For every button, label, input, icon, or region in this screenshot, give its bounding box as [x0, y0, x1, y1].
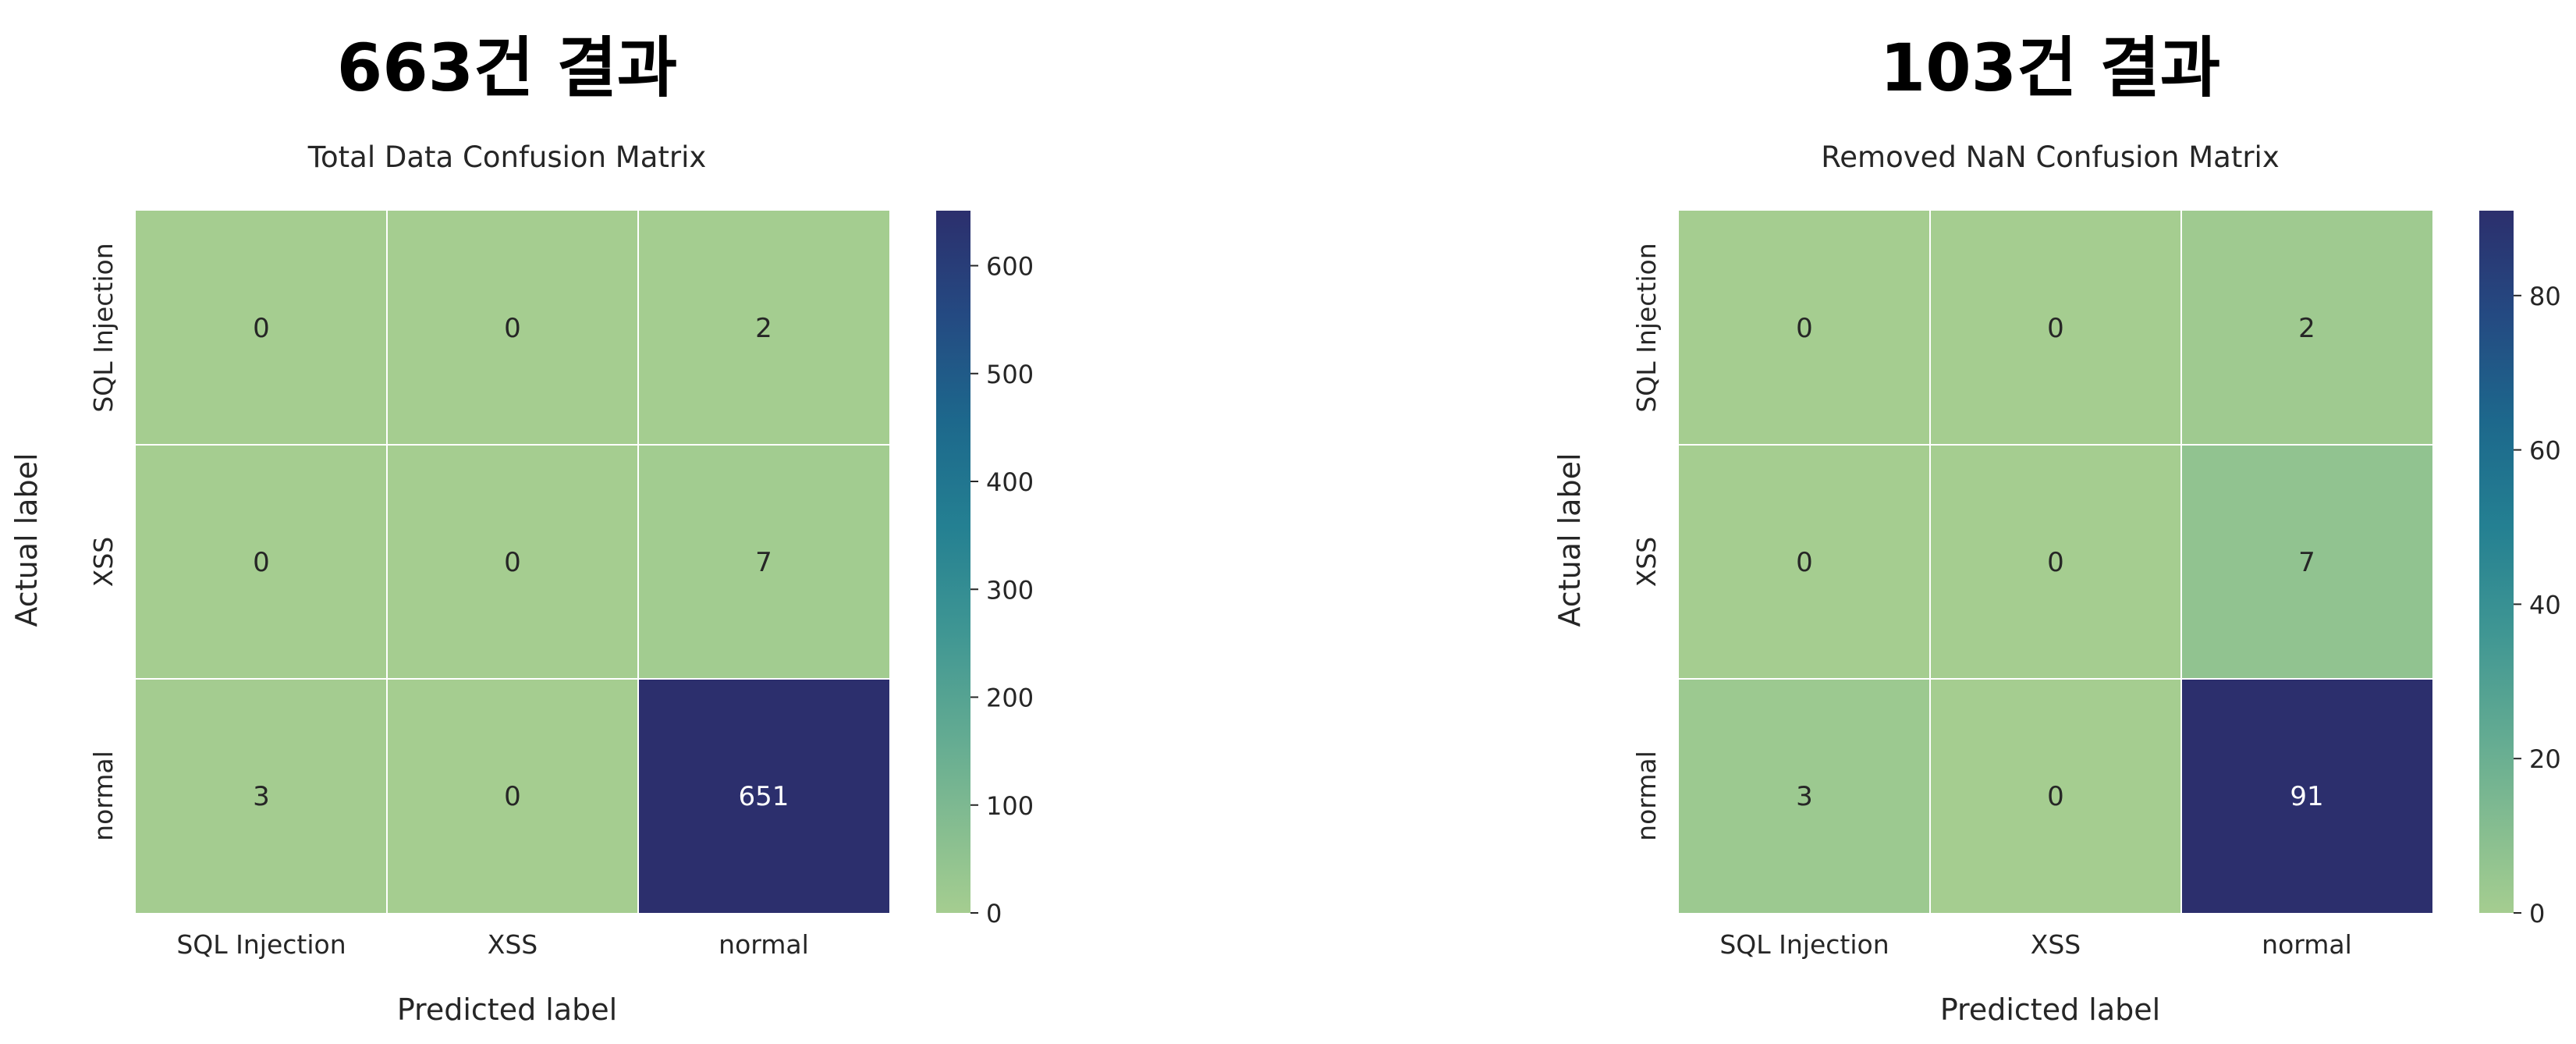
cell-value-label: 0 [253, 313, 270, 344]
chart-title: Removed NaN Confusion Matrix [1821, 140, 2280, 174]
colorbar [2479, 211, 2514, 913]
suptitle: 103건 결과 [1879, 30, 2221, 106]
colorbar-tick-label: 600 [986, 252, 1034, 282]
cell-value-label: 0 [1796, 313, 1813, 344]
x-tick-label: XSS [2031, 929, 2081, 960]
cell-value-label: 7 [2298, 547, 2315, 578]
y-tick-label: XSS [1631, 537, 1662, 588]
chart-title: Total Data Confusion Matrix [307, 140, 707, 174]
colorbar-tick-label: 20 [2529, 744, 2561, 774]
y-axis-label: Actual label [9, 453, 44, 627]
y-tick-label: XSS [88, 537, 119, 588]
x-tick-labels: SQL Injection XSS normal [176, 929, 808, 960]
colorbar-ticks: 0 20 40 60 80 [2514, 282, 2561, 929]
heatmap-cell [387, 445, 638, 679]
heatmap-cell [136, 679, 387, 913]
x-axis-label: Predicted label [396, 993, 618, 1027]
cell-value-label: 0 [504, 781, 521, 812]
cell-value-label: 0 [1796, 547, 1813, 578]
y-tick-label: SQL Injection [1631, 243, 1662, 412]
chart-panel-removed-nan: 103건 결과 Removed NaN Confusion Matrix Pre… [1631, 0, 2576, 1044]
cell-value-label: 651 [739, 781, 789, 812]
heatmap-cell [387, 211, 638, 445]
colorbar-tick-label: 80 [2529, 282, 2561, 311]
colorbar-tick-label: 200 [986, 684, 1034, 713]
y-tick-label: SQL Injection [88, 243, 119, 412]
heatmap-gridlines [1679, 211, 2432, 913]
y-tick-labels: SQL Injection XSS normal [88, 243, 119, 840]
heatmap-cell [2181, 211, 2432, 445]
heatmap-cell [1679, 679, 1930, 913]
heatmap-cell [1930, 211, 2181, 445]
y-tick-label: normal [1631, 751, 1662, 841]
cell-value-label: 0 [253, 547, 270, 578]
x-axis-label: Predicted label [1939, 993, 2161, 1027]
heatmap-cells: 0 0 2 0 0 7 3 0 91 [1679, 211, 2432, 913]
heatmap-cell [136, 211, 387, 445]
chart-panel-total: 663건 결과 Total Data Confusion Matrix Pred… [88, 0, 1209, 1044]
cell-value-label: 0 [2047, 781, 2064, 812]
y-tick-label: normal [88, 751, 119, 841]
cell-value-label: 91 [2290, 781, 2323, 812]
colorbar-tick-label: 500 [986, 360, 1034, 389]
colorbar-tick-label: 40 [2529, 590, 2561, 620]
heatmap-cell [638, 211, 889, 445]
y-tick-labels: SQL Injection XSS normal [1631, 243, 1662, 840]
colorbar-tick-label: 0 [986, 899, 1002, 929]
colorbar [936, 211, 970, 913]
colorbar-tick-label: 60 [2529, 436, 2561, 466]
colorbar-ticks: 0 100 200 300 400 500 600 [970, 252, 1034, 929]
cell-value-label: 7 [755, 547, 772, 578]
x-tick-label: SQL Injection [176, 929, 346, 960]
cell-value-label: 3 [253, 781, 270, 812]
cell-value-label: 0 [504, 547, 521, 578]
heatmap-cell [1930, 445, 2181, 679]
heatmap-cell [1679, 211, 1930, 445]
heatmap-cells: 0 0 2 0 0 7 3 0 651 [136, 211, 889, 913]
x-tick-label: normal [2262, 929, 2352, 960]
colorbar-tick-label: 100 [986, 791, 1034, 821]
colorbar-tick-label: 300 [986, 575, 1034, 605]
cell-value-label: 3 [1796, 781, 1813, 812]
heatmap-cell [1930, 679, 2181, 913]
colorbar-tick-label: 400 [986, 467, 1034, 497]
heatmap-cell [2181, 679, 2432, 913]
x-tick-label: SQL Injection [1719, 929, 1889, 960]
cell-value-label: 0 [504, 313, 521, 344]
cell-value-label: 0 [2047, 547, 2064, 578]
cell-value-label: 2 [755, 313, 772, 344]
x-tick-labels: SQL Injection XSS normal [1719, 929, 2351, 960]
heatmap-cell [136, 445, 387, 679]
heatmap-cell [1679, 445, 1930, 679]
heatmap-cell [2181, 445, 2432, 679]
heatmap-cell [387, 679, 638, 913]
cell-value-label: 2 [2298, 313, 2315, 344]
x-tick-label: XSS [488, 929, 538, 960]
colorbar-tick-label: 0 [2529, 899, 2545, 929]
heatmap-cell [638, 445, 889, 679]
x-tick-label: normal [719, 929, 809, 960]
heatmap-gridlines [136, 211, 889, 913]
y-axis-label: Actual label [1552, 453, 1587, 627]
suptitle: 663건 결과 [336, 30, 678, 106]
cell-value-label: 0 [2047, 313, 2064, 344]
heatmap-cell [638, 679, 889, 913]
